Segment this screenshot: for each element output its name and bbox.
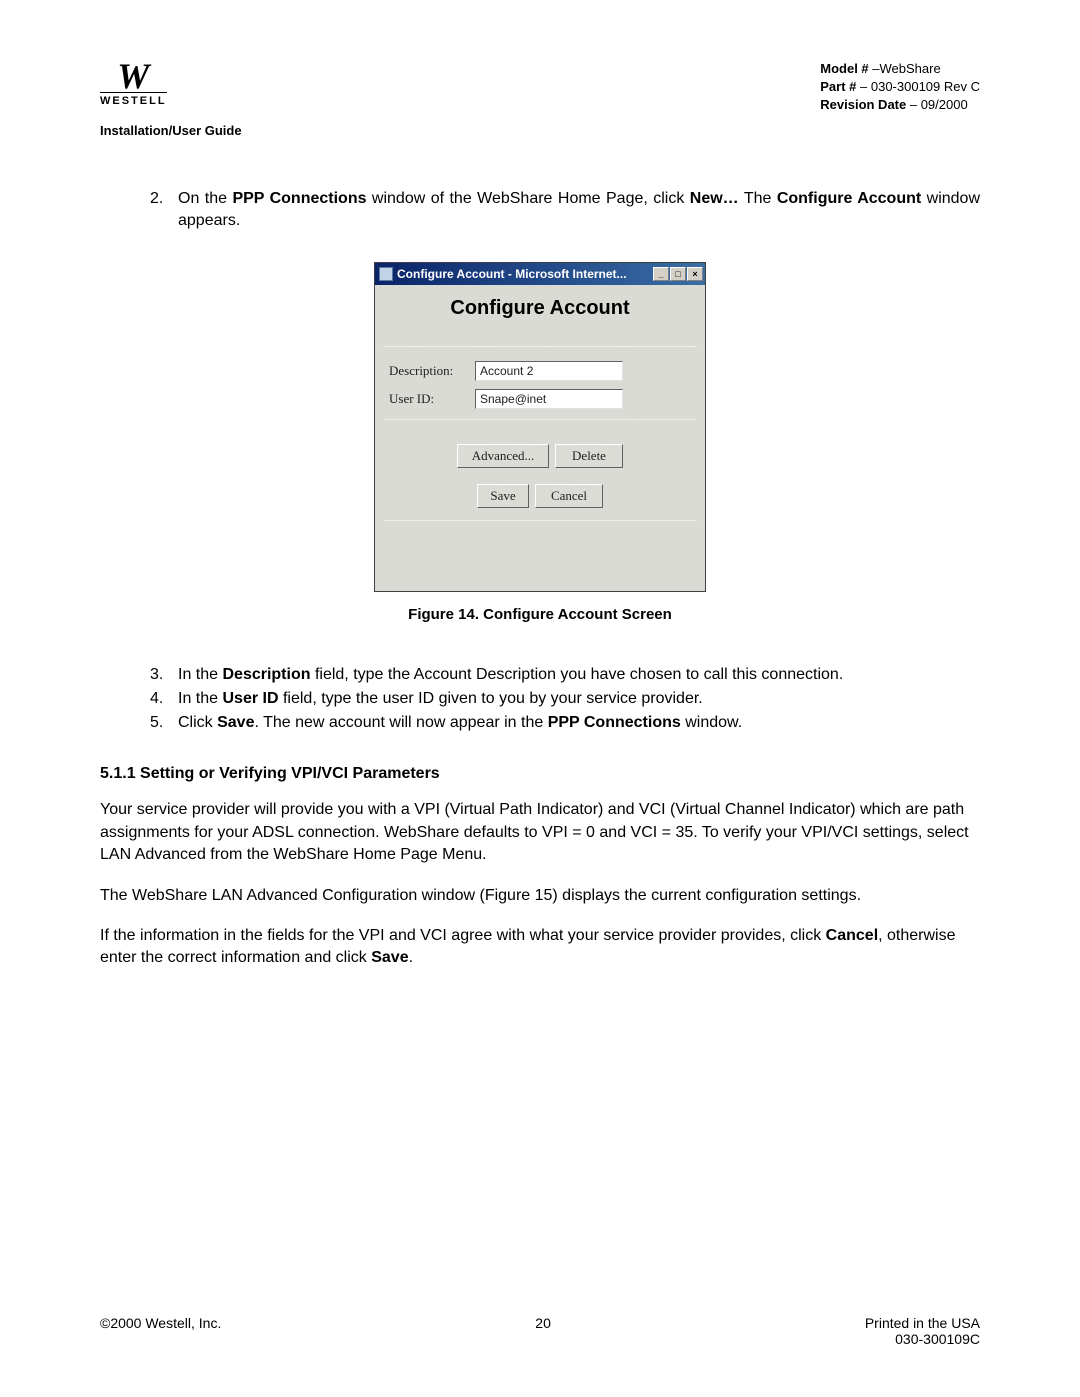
document-page: W WESTELL Model # –WebShare Part # – 030… (0, 0, 1080, 1397)
paragraph-3: If the information in the fields for the… (100, 925, 980, 970)
meta-part: Part # – 030-300109 Rev C (820, 78, 980, 96)
description-label: Description: (389, 363, 475, 379)
logo-mark: W (117, 60, 149, 92)
advanced-button[interactable]: Advanced... (457, 444, 549, 468)
footer-doc-number: 030-300109C (865, 1331, 980, 1347)
userid-input[interactable] (475, 389, 623, 409)
window-title: Configure Account - Microsoft Internet..… (397, 267, 653, 281)
step-text: In the User ID field, type the user ID g… (178, 687, 703, 711)
step-text: Click Save. The new account will now app… (178, 711, 742, 735)
guide-title: Installation/User Guide (100, 123, 980, 138)
paragraph-1: Your service provider will provide you w… (100, 799, 980, 866)
button-row-2: Save Cancel (375, 476, 705, 516)
figure-14: Configure Account - Microsoft Internet..… (100, 262, 980, 592)
paragraph-2: The WebShare LAN Advanced Configuration … (100, 885, 980, 907)
header-left: W WESTELL (100, 60, 167, 107)
meta-revision: Revision Date – 09/2000 (820, 96, 980, 114)
step-3: 3. In the Description field, type the Ac… (150, 663, 980, 687)
westell-logo: W WESTELL (100, 60, 167, 107)
content-panel: Configure Account Description: User ID: (375, 285, 705, 591)
content: 2. On the PPP Connections window of the … (100, 188, 980, 970)
close-button[interactable]: × (687, 267, 703, 281)
ie-icon (379, 267, 393, 281)
step-5: 5. Click Save. The new account will now … (150, 711, 980, 735)
footer-page-number: 20 (535, 1315, 551, 1331)
step-number: 4. (150, 687, 178, 711)
footer-copyright: ©2000 Westell, Inc. (100, 1315, 221, 1331)
maximize-button[interactable]: □ (670, 267, 686, 281)
form-area: Description: User ID: (375, 347, 705, 419)
footer-right: Printed in the USA 030-300109C (865, 1315, 980, 1347)
minimize-button[interactable]: _ (653, 267, 669, 281)
window-body: Configure Account Description: User ID: (375, 285, 705, 591)
separator (383, 419, 697, 420)
window-titlebar: Configure Account - Microsoft Internet..… (375, 263, 705, 285)
panel-bottom-space (375, 521, 705, 591)
button-row-1: Advanced... Delete (375, 434, 705, 476)
meta-model: Model # –WebShare (820, 60, 980, 78)
panel-heading: Configure Account (375, 285, 705, 346)
section-heading-5-1-1: 5.1.1 Setting or Verifying VPI/VCI Param… (100, 765, 980, 783)
footer-print-info: Printed in the USA (865, 1315, 980, 1331)
description-input[interactable] (475, 361, 623, 381)
configure-account-window: Configure Account - Microsoft Internet..… (374, 262, 706, 592)
save-button[interactable]: Save (477, 484, 529, 508)
description-row: Description: (389, 361, 695, 381)
window-buttons: _ □ × (653, 267, 703, 281)
figure-caption: Figure 14. Configure Account Screen (100, 606, 980, 623)
delete-button[interactable]: Delete (555, 444, 623, 468)
userid-row: User ID: (389, 389, 695, 409)
step-2: 2. On the PPP Connections window of the … (150, 188, 980, 233)
steps-3-5: 3. In the Description field, type the Ac… (150, 663, 980, 735)
userid-label: User ID: (389, 391, 475, 407)
step-text: On the PPP Connections window of the Web… (178, 188, 980, 233)
step-number: 2. (150, 188, 178, 233)
page-footer: ©2000 Westell, Inc. 20 Printed in the US… (100, 1315, 980, 1347)
step-number: 5. (150, 711, 178, 735)
page-header: W WESTELL Model # –WebShare Part # – 030… (100, 60, 980, 115)
step-text: In the Description field, type the Accou… (178, 663, 843, 687)
logo-text: WESTELL (100, 92, 167, 107)
doc-meta: Model # –WebShare Part # – 030-300109 Re… (820, 60, 980, 115)
step-number: 3. (150, 663, 178, 687)
cancel-button[interactable]: Cancel (535, 484, 603, 508)
step-4: 4. In the User ID field, type the user I… (150, 687, 980, 711)
